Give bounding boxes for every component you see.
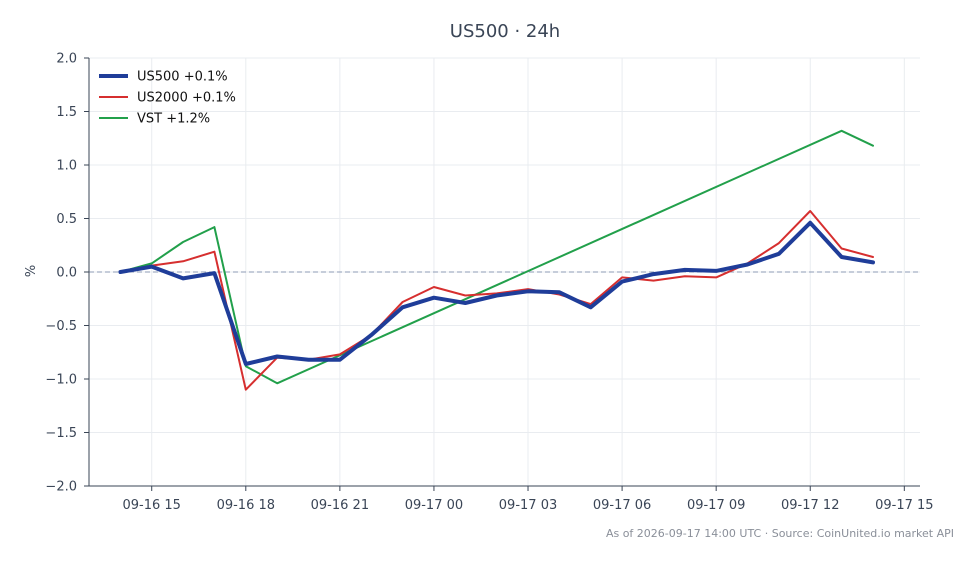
series bbox=[118, 129, 875, 391]
legend-label-us500: US500 +0.1% bbox=[137, 70, 228, 85]
x-tick-label: 09-17 06 bbox=[593, 498, 651, 513]
x-tick-label: 09-16 15 bbox=[122, 498, 180, 513]
chart-title: US500 · 24h bbox=[450, 21, 560, 42]
source-note: As of 2026-09-17 14:00 UTC · Source: Coi… bbox=[606, 527, 954, 540]
series-line-us2000 bbox=[119, 210, 874, 391]
legend: US500 +0.1% US2000 +0.1% VST +1.2% bbox=[99, 70, 236, 127]
y-axis-label: % bbox=[24, 265, 39, 277]
x-tick-label: 09-17 15 bbox=[875, 498, 933, 513]
legend-label-vst: VST +1.2% bbox=[137, 112, 210, 127]
x-tick-label: 09-16 18 bbox=[217, 498, 275, 513]
series-line-vst bbox=[119, 129, 874, 385]
y-tick-label: 0.5 bbox=[56, 212, 77, 227]
series-line-us500 bbox=[118, 220, 875, 366]
y-tick-label: −1.5 bbox=[45, 426, 77, 441]
x-tick-label: 09-17 12 bbox=[781, 498, 839, 513]
legend-label-us2000: US2000 +0.1% bbox=[137, 91, 236, 106]
x-tick-label: 09-17 03 bbox=[499, 498, 557, 513]
axes: −2.0 −1.5 −1.0 −0.5 0.0 0.5 1.0 1.5 2.0 09-16 15 0… bbox=[45, 52, 933, 514]
y-tick-label: −0.5 bbox=[45, 319, 77, 334]
y-tick-label: 1.5 bbox=[56, 105, 77, 120]
x-tick-label: 09-17 09 bbox=[687, 498, 745, 513]
y-tick-label: −2.0 bbox=[45, 480, 77, 495]
y-tick-label: −1.0 bbox=[45, 373, 77, 388]
y-tick-label: 0.0 bbox=[56, 266, 77, 281]
y-tick-label: 1.0 bbox=[56, 159, 77, 174]
x-tick-label: 09-17 00 bbox=[405, 498, 463, 513]
x-tick-label: 09-16 21 bbox=[311, 498, 369, 513]
y-tick-label: 2.0 bbox=[56, 52, 77, 67]
